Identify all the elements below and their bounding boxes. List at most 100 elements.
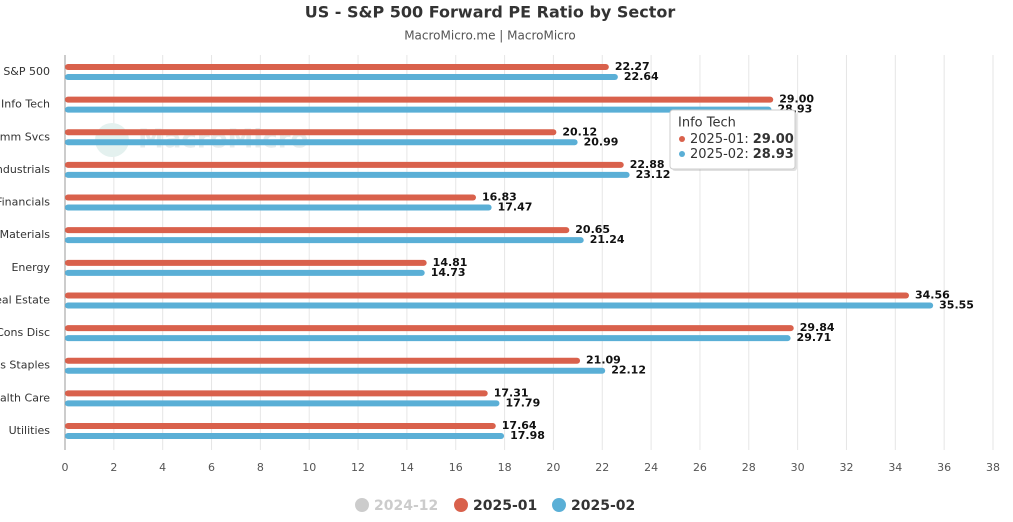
value-label: 22.88 (630, 158, 665, 171)
value-label: 22.64 (624, 70, 659, 83)
x-tick-label: 8 (257, 461, 264, 474)
tooltip-label: 2025-01: (690, 132, 749, 147)
value-label: 23.12 (636, 168, 671, 181)
bar (65, 433, 505, 439)
bar (65, 161, 624, 168)
bar (65, 292, 909, 299)
category-label: Energy (11, 261, 50, 274)
category-label: S&P 500 (3, 65, 50, 78)
bar (65, 325, 794, 332)
legend-label[interactable]: 2025-01 (473, 498, 537, 514)
category-label: Materials (0, 228, 50, 241)
bar (65, 204, 492, 211)
tooltip-row: 2025-02: 28.93 (690, 147, 794, 162)
value-label: 17.47 (498, 201, 533, 214)
x-tick-label: 18 (498, 461, 512, 474)
tooltip-value: 29.00 (753, 132, 794, 147)
bar (65, 227, 570, 234)
value-label: 20.99 (584, 135, 619, 148)
category-label: Industrials (0, 163, 50, 176)
legend-marker[interactable] (355, 498, 369, 512)
value-label: 17.98 (510, 429, 545, 442)
bar (65, 139, 578, 146)
tooltip-bullet (679, 151, 685, 157)
value-label: 21.24 (590, 233, 625, 246)
x-tick-label: 2 (110, 461, 117, 474)
bar (65, 357, 581, 364)
grid: 0 2 4 6 8 10 12 14 16 18 20 22 24 26 28 30 32 34 36 38 (62, 55, 1000, 474)
value-label: 29.84 (800, 321, 835, 334)
x-tick-label: 0 (62, 461, 69, 474)
bar (65, 74, 618, 80)
value-label: 17.64 (502, 419, 537, 432)
chart-title: US - S&P 500 Forward PE Ratio by Sector (305, 3, 676, 22)
x-tick-label: 36 (937, 461, 951, 474)
value-label: 22.27 (615, 60, 650, 73)
value-label: 20.12 (562, 125, 597, 138)
bar (65, 129, 557, 136)
x-tick-label: 30 (791, 461, 805, 474)
category-label: Utilities (9, 424, 51, 437)
bar (65, 400, 500, 407)
tooltip-row: 2025-01: 29.00 (690, 132, 794, 147)
value-label: 29.00 (779, 93, 814, 106)
x-tick-label: 26 (693, 461, 707, 474)
x-tick-label: 4 (159, 461, 166, 474)
bar (65, 335, 791, 342)
category-label: Cons Staples (0, 359, 50, 372)
x-tick-label: 12 (351, 461, 365, 474)
bar (65, 259, 427, 266)
bar (65, 269, 425, 276)
tooltip-value: 28.93 (753, 147, 794, 162)
x-tick-label: 16 (449, 461, 463, 474)
tooltip-bullet (679, 136, 685, 142)
category-label: Comm Svcs (0, 130, 50, 143)
value-label: 16.83 (482, 191, 517, 204)
legend-label[interactable]: 2025-02 (571, 498, 635, 514)
x-tick-label: 10 (302, 461, 316, 474)
value-label: 20.65 (575, 223, 610, 236)
x-tick-label: 24 (644, 461, 658, 474)
x-tick-label: 22 (595, 461, 609, 474)
bar (65, 390, 488, 397)
legend: 2024-12 2025-01 2025-02 (355, 498, 635, 514)
bar (65, 96, 774, 103)
tooltip-label: 2025-02: (690, 147, 749, 162)
bar (65, 106, 772, 113)
value-label: 29.71 (797, 331, 832, 344)
value-label: 14.73 (431, 266, 466, 279)
tooltip-title: Info Tech (678, 116, 736, 131)
legend-marker[interactable] (454, 498, 468, 512)
value-label: 35.55 (939, 298, 974, 311)
x-tick-label: 6 (208, 461, 215, 474)
category-label: Real Estate (0, 293, 50, 306)
bar (65, 423, 496, 429)
category-label: Financials (0, 196, 50, 209)
bar (65, 367, 606, 374)
chart-subtitle: MacroMicro.me | MacroMicro (404, 29, 576, 43)
value-label: 17.79 (505, 396, 540, 409)
legend-marker[interactable] (552, 498, 566, 512)
x-tick-label: 34 (888, 461, 902, 474)
value-label: 17.31 (494, 386, 529, 399)
legend-label[interactable]: 2024-12 (374, 498, 438, 514)
bar (65, 194, 477, 201)
category-label: Cons Disc (0, 326, 50, 339)
x-tick-label: 14 (400, 461, 414, 474)
value-label: 14.81 (433, 256, 468, 269)
bar (65, 302, 934, 309)
category-label: Info Tech (1, 98, 50, 111)
tooltip-box (669, 109, 796, 170)
x-tick-label: 38 (986, 461, 1000, 474)
value-label: 21.09 (586, 354, 621, 367)
bar (65, 237, 584, 244)
value-label: 22.12 (611, 364, 646, 377)
bar (65, 64, 609, 70)
x-tick-label: 32 (839, 461, 853, 474)
value-label: 34.56 (915, 288, 950, 301)
category-label: Health Care (0, 391, 50, 404)
x-tick-label: 28 (742, 461, 756, 474)
